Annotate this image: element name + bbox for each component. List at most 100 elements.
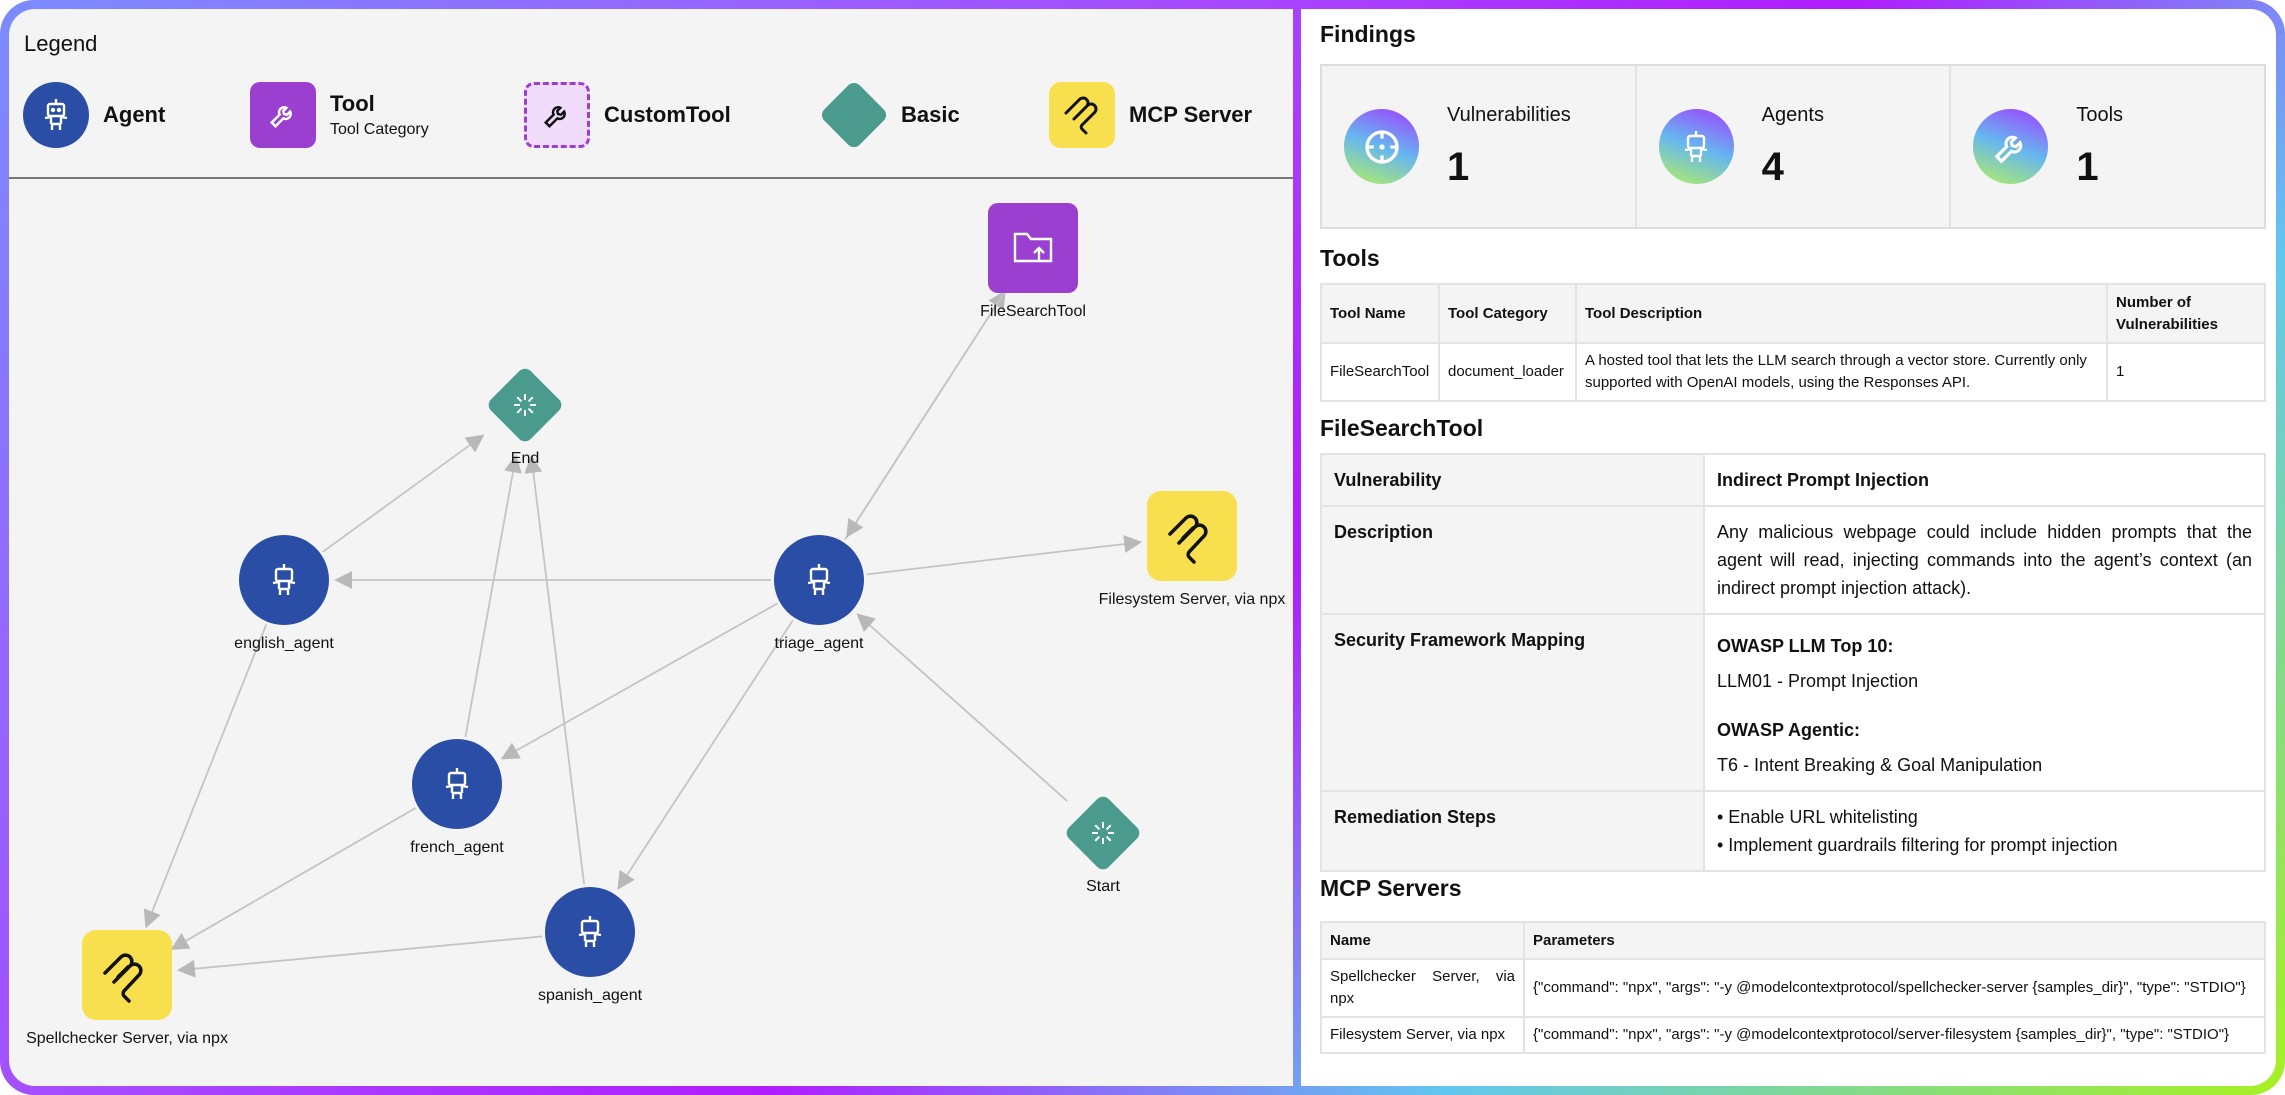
legend-agent: Agent: [23, 82, 165, 148]
node-label: french_agent: [410, 839, 504, 856]
card-label: Agents: [1761, 103, 1824, 126]
edge-spanish_agent-to-Spellchecker: [176, 935, 543, 978]
legend-mcp-label: MCP Server: [1129, 102, 1253, 127]
robot-icon: [23, 82, 89, 148]
cell: Spellchecker Server, via npx: [1320, 958, 1525, 1018]
node-label: Start: [1086, 878, 1120, 895]
vulnerability-table: Vulnerability Indirect Prompt Injection D…: [1320, 453, 2266, 872]
tools-title: Tools: [1320, 245, 1380, 271]
remediation-label: Remediation Steps: [1320, 790, 1705, 872]
edge-english_agent-to-End: [322, 434, 485, 553]
edge-french_agent-to-Spellchecker: [170, 807, 416, 950]
table-row: Spellchecker Server, via npx {"command": …: [1320, 958, 2266, 1018]
edge-english_agent-to-Spellchecker: [143, 624, 268, 929]
wrench-icon: [524, 82, 590, 148]
crosshair-icon: [1344, 109, 1419, 184]
mcp-icon: [103, 953, 143, 1003]
card-agents: Agents 4: [1637, 66, 1952, 227]
cell: Filesystem Server, via npx: [1320, 1016, 1525, 1054]
summary-cards: Vulnerabilities 1 Agents 4 Tools 1: [1320, 64, 2266, 229]
edge-Start-to-triage_agent: [856, 613, 1068, 802]
node-label: FileSearchTool: [980, 303, 1086, 320]
vulnerability-label: Vulnerability: [1320, 453, 1705, 507]
owasp-agentic-label: OWASP Agentic:: [1717, 720, 1861, 740]
column-header: Parameters: [1523, 921, 2266, 960]
owasp-llm-value: LLM01 - Prompt Injection: [1717, 671, 1919, 691]
card-value: 1: [2076, 144, 2099, 189]
owasp-agentic-value: T6 - Intent Breaking & Goal Manipulation: [1717, 755, 2043, 775]
graph-panel: Legend Agent Tool Tool Category CustomToo…: [9, 9, 1293, 1086]
node-french_agent[interactable]: french_agent: [410, 739, 504, 856]
wrench-icon: [250, 82, 316, 148]
node-triage_agent[interactable]: triage_agent: [774, 535, 864, 652]
card-value: 1: [1447, 144, 1470, 189]
node-label: Spellchecker Server, via npx: [26, 1030, 228, 1047]
legend-title: Legend: [24, 31, 98, 56]
cell: A hosted tool that lets the LLM search t…: [1575, 342, 2108, 402]
card-label: Tools: [2076, 103, 2124, 126]
robot-icon: [272, 564, 296, 595]
card-vulnerabilities: Vulnerabilities 1: [1322, 66, 1637, 227]
node-label: End: [511, 450, 539, 467]
column-header: Number of Vulnerabilities: [2106, 283, 2266, 344]
table-row: Filesystem Server, via npx {"command": "n…: [1320, 1016, 2266, 1054]
spinner-icon: [1092, 822, 1114, 844]
column-header: Tool Description: [1575, 283, 2108, 344]
column-header: Tool Category: [1438, 283, 1577, 344]
wrench-icon: [1973, 109, 2049, 184]
table-row: FileSearchTool document_loader A hosted to…: [1320, 342, 2266, 402]
mcp-icon: [1049, 82, 1115, 148]
legend-basic-label: Basic: [901, 102, 960, 127]
legend-basic: Basic: [818, 79, 960, 151]
legend-tool-sub: Tool Category: [330, 121, 429, 138]
edge-triage_agent-to-spanish_agent: [617, 619, 794, 890]
edge-FileSearchTool-to-triage_agent: [846, 287, 1008, 538]
spinner-icon: [514, 394, 536, 416]
robot-icon: [1658, 109, 1734, 184]
node-start[interactable]: Start: [1063, 793, 1142, 895]
mapping-label: Security Framework Mapping: [1320, 613, 1705, 792]
edge-triage_agent-to-french_agent: [500, 602, 778, 760]
cell: 1: [2106, 342, 2266, 402]
tools-table: Tool Name Tool Category Tool Description Nu…: [1320, 283, 2266, 402]
column-header: Tool Name: [1320, 283, 1440, 344]
node-english_agent[interactable]: english_agent: [234, 535, 334, 652]
node-label: spanish_agent: [538, 987, 643, 1004]
legend-customtool: CustomTool: [524, 82, 731, 148]
remediation-step: • Implement guardrails filtering for pro…: [1717, 835, 2118, 855]
legend-tool: Tool Tool Category: [250, 82, 429, 148]
robot-icon: [578, 916, 602, 947]
node-spanish_agent[interactable]: spanish_agent: [538, 887, 643, 1004]
remediation-step: • Enable URL whitelisting: [1717, 807, 1918, 827]
legend-mcp: MCP Server: [1049, 82, 1252, 148]
edge-french_agent-to-End: [464, 454, 522, 737]
node-label: triage_agent: [775, 635, 865, 652]
mcp-icon: [1168, 514, 1208, 564]
node-label: Filesystem Server, via npx: [1099, 591, 1286, 608]
node-spellchecker[interactable]: Spellchecker Server, via npx: [26, 930, 228, 1047]
card-label: Vulnerabilities: [1447, 103, 1571, 126]
node-end[interactable]: End: [485, 365, 564, 467]
description-label: Description: [1320, 505, 1705, 615]
agent-graph[interactable]: FileSearchTool End Filesystem Server, via …: [9, 9, 1293, 1086]
cell: {"command": "npx", "args": "-y @modelcon…: [1523, 1016, 2266, 1054]
findings-panel: Findings Vulnerabilities 1 Agents 4 Tools 1…: [1301, 9, 2276, 1086]
edge-triage_agent-to-Filesystem: [866, 535, 1143, 576]
edge-spanish_agent-to-End: [524, 454, 586, 885]
mcp-title: MCP Servers: [1320, 875, 1462, 901]
node-filesystem[interactable]: Filesystem Server, via npx: [1099, 491, 1286, 608]
node-label: english_agent: [234, 635, 334, 652]
robot-icon: [445, 768, 469, 799]
owasp-llm-label: OWASP LLM Top 10:: [1717, 636, 1894, 656]
node-filesearchtool[interactable]: FileSearchTool: [980, 203, 1086, 320]
card-value: 4: [1761, 144, 1784, 189]
legend-divider: [9, 177, 1293, 179]
card-tools: Tools 1: [1951, 66, 2264, 227]
cell: document_loader: [1438, 342, 1577, 402]
legend-tool-label: Tool: [330, 91, 375, 116]
legend-customtool-label: CustomTool: [604, 102, 731, 127]
folder-upload-icon: [1013, 232, 1053, 263]
cell: FileSearchTool: [1320, 342, 1440, 402]
findings-title: Findings: [1320, 21, 1416, 47]
column-header: Name: [1320, 921, 1525, 960]
